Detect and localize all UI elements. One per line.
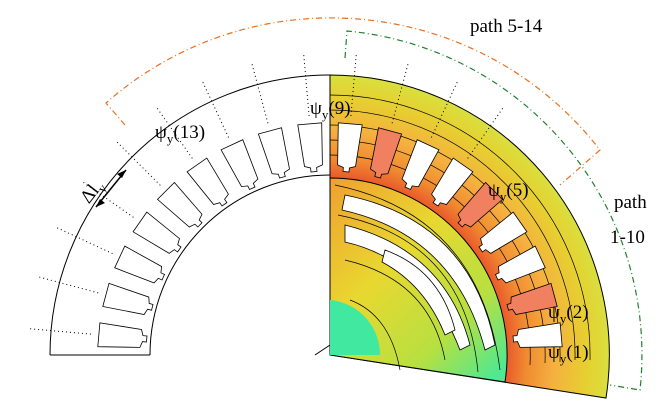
slot xyxy=(221,140,258,190)
radial-dots xyxy=(38,277,98,293)
radial-dots xyxy=(304,54,309,116)
label-symbol: ψ xyxy=(548,302,560,323)
slot xyxy=(187,158,228,206)
delta-label: Δly xyxy=(76,175,110,209)
label-arg: (9) xyxy=(328,98,350,119)
path-label: path 5-14 xyxy=(470,16,543,37)
slot xyxy=(133,212,181,253)
psi-label: ψy(9) xyxy=(310,98,351,122)
label-symbol: ψ xyxy=(548,342,560,363)
path-label: 1-10 xyxy=(610,227,645,248)
motor-diagram: path 5-14 path 1-10 ψy(13) ψy(9) ψy(5) ψ… xyxy=(0,0,671,411)
psi-label: ψy(2) xyxy=(548,302,589,326)
label-arg: (1) xyxy=(566,342,588,363)
label-symbol: ψ xyxy=(155,122,167,143)
slot xyxy=(103,283,153,314)
radial-dots xyxy=(29,329,91,334)
radial-dots xyxy=(117,142,161,186)
radial-dots xyxy=(252,63,268,123)
label-symbol: ψ xyxy=(310,98,322,119)
path-label: path xyxy=(614,192,647,213)
slot xyxy=(298,123,323,172)
label-symbol: ψ xyxy=(488,180,500,201)
radial-dots xyxy=(202,81,228,137)
label-arg: (2) xyxy=(566,302,588,323)
edge xyxy=(50,345,330,355)
radial-dots xyxy=(56,227,112,253)
psi-label: ψy(5) xyxy=(488,180,529,204)
slot xyxy=(158,183,203,228)
slot xyxy=(115,246,165,283)
slot xyxy=(258,128,289,178)
label-arg: (5) xyxy=(506,180,528,201)
slot xyxy=(98,323,147,348)
label-arg: (13) xyxy=(173,122,205,143)
psi-label: ψy(1) xyxy=(548,342,589,366)
psi-label: ψy(13) xyxy=(155,122,205,146)
